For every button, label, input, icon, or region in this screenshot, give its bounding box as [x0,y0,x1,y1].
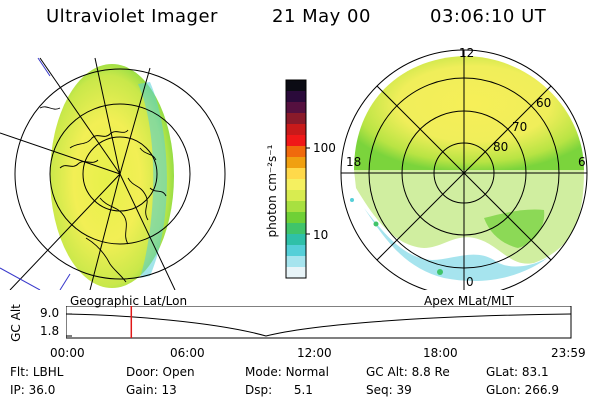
dsp-label: Dsp: [245,383,273,397]
colorbar-swatch [286,146,306,158]
ip-value: 36.0 [28,383,56,397]
glon-label: GLon: [486,383,521,397]
colorbar [285,79,310,279]
colorbar-swatch [286,124,306,136]
timeline-xtick-0600: 06:00 [170,346,205,360]
param-door: Door: Open [126,365,195,379]
timeline-xtick-2359: 23:59 [551,346,586,360]
colorbar-scale [286,80,306,279]
gcalt-value: 8.8 Re [411,365,450,379]
timeline-ytick-min: 1.8 [40,324,60,338]
gain-label: Gain: [126,383,158,397]
green-spot [373,221,379,227]
door-value: Open [162,365,195,379]
time-label: 03:06:10 UT [430,6,547,27]
mlat-mlt-grid [340,49,588,290]
colorbar-swatch [286,168,306,180]
colorbar-tick-10: 10 [313,228,329,242]
green-spot [437,269,443,275]
mlt-label-6: 6 [578,155,586,169]
mlat-label-70: 70 [512,120,528,134]
param-gcalt: GC Alt: 8.8 Re [366,365,450,379]
right-projection-label: Apex MLat/MLT [424,294,514,308]
timeline-xtick-1800: 18:00 [423,346,458,360]
colorbar-swatch [286,201,306,213]
param-glon: GLon: 266.9 [486,383,559,397]
mlt-label-18: 18 [346,155,362,169]
seq-value: 39 [396,383,412,397]
mlat-label-80: 80 [493,140,509,154]
colorbar-swatch [286,102,306,114]
mode-label: Mode: [245,365,282,379]
timeline-xtick-0000: 00:00 [50,346,85,360]
door-label: Door: [126,365,159,379]
param-flt: Flt: LBHL [10,365,63,379]
colorbar-swatch [286,179,306,191]
flt-value: LBHL [32,365,64,379]
dsp-value: 5.1 [293,383,313,397]
geographic-image [0,57,226,290]
seq-label: Seq: [366,383,393,397]
colorbar-swatch [286,135,306,147]
mode-value: Normal [285,365,329,379]
mlat-label-60: 60 [536,96,552,110]
colorbar-swatch [286,91,306,103]
ip-label: IP: [10,383,25,397]
param-dsp: Dsp: 5.1 [245,383,313,397]
mlt-label-0: 0 [466,275,474,289]
colorbar-swatch [286,157,306,169]
colorbar-swatch [286,223,306,235]
colorbar-unit-label: photon cm⁻²s⁻¹ [265,144,279,238]
instrument-title: Ultraviolet Imager [46,6,218,27]
altitude-timeline [66,306,572,339]
lat-lon-grid [0,57,226,290]
colorbar-tick-100: 100 [313,141,336,155]
orbit-altitude-curve [66,313,572,337]
colorbar-swatch [286,245,306,257]
colorbar-swatch [286,234,306,246]
glat-label: GLat: [486,365,519,379]
param-ip: IP: 36.0 [10,383,55,397]
timeline-axis-label: GC Alt [9,304,23,342]
colorbar-swatch [286,256,306,268]
magnetic-grid [0,57,71,290]
apex-polar-image [340,49,588,290]
colorbar-swatch [286,113,306,125]
glon-value: 266.9 [524,383,559,397]
coastlines [39,106,167,283]
colorbar-swatch [286,212,306,224]
colorbar-swatch [286,80,306,92]
date-label: 21 May 00 [272,6,371,27]
colorbar-swatch [286,190,306,202]
flt-label: Flt: [10,365,29,379]
glat-value: 83.1 [521,365,549,379]
timeline-xtick-1200: 12:00 [297,346,332,360]
dayside-aurora [354,56,584,170]
colorbar-swatch [286,267,306,279]
timeline-ytick-max: 9.0 [40,306,60,320]
nightside-diffuse [364,208,554,281]
gcalt-label: GC Alt: [366,365,408,379]
param-mode: Mode: Normal [245,365,329,379]
cloud-edge [138,82,167,278]
param-seq: Seq: 39 [366,383,412,397]
green-spot [350,198,354,202]
left-projection-label: Geographic Lat/Lon [70,294,188,308]
gain-value: 13 [161,383,177,397]
mlt-label-12: 12 [459,46,475,60]
param-gain: Gain: 13 [126,383,177,397]
param-glat: GLat: 83.1 [486,365,549,379]
